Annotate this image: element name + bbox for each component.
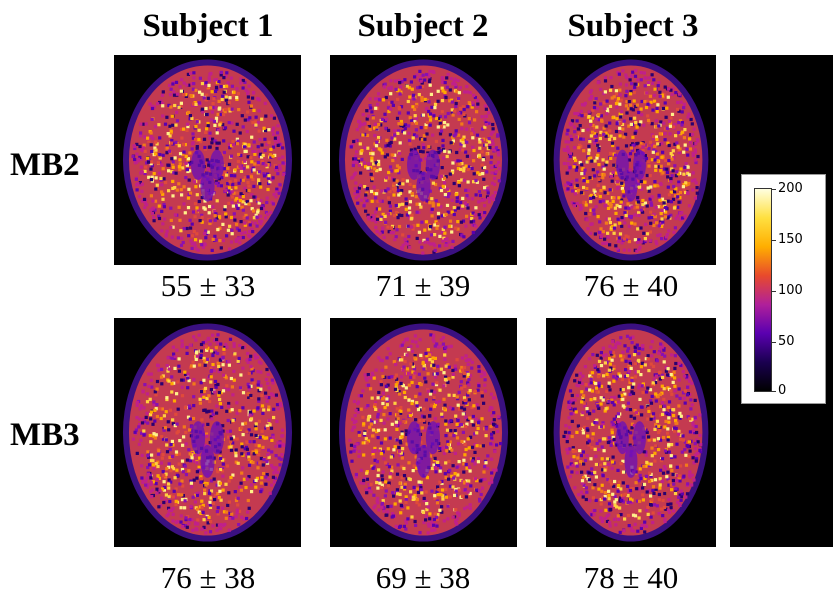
colorbar-tick-50: 50 (778, 334, 795, 349)
colorbar-tick-100: 100 (778, 283, 803, 298)
colorbar-tick-200: 200 (778, 181, 803, 196)
brain-image-mb2-subject-3 (546, 55, 716, 265)
brain-image-mb3-subject-2 (330, 318, 517, 547)
column-header-subject-1: Subject 1 (142, 8, 274, 44)
colorbar-tickmark (772, 189, 776, 190)
colorbar-tickmark (772, 240, 776, 241)
colorbar-gradient (754, 188, 772, 392)
column-header-subject-2: Subject 2 (357, 8, 489, 44)
stat-mb2-subject-1: 55 ± 33 (160, 268, 256, 303)
colorbar-tickmark (772, 391, 776, 392)
colorbar-tick-0: 0 (778, 383, 787, 398)
stat-mb3-subject-2: 69 ± 38 (375, 560, 471, 595)
stat-mb3-subject-3: 78 ± 40 (583, 560, 679, 595)
colorbar-tick-150: 150 (778, 232, 803, 247)
brain-image-mb3-subject-3 (546, 318, 716, 547)
brain-image-mb3-subject-1 (114, 318, 301, 547)
colorbar-tickmark (772, 342, 776, 343)
stat-mb2-subject-2: 71 ± 39 (375, 268, 471, 303)
brain-image-mb2-subject-1 (114, 55, 301, 265)
colorbar-legend: 200 150 100 50 0 (741, 174, 826, 404)
colorbar-tickmark (772, 291, 776, 292)
brain-image-mb2-subject-2 (330, 55, 517, 265)
stat-mb3-subject-1: 76 ± 38 (160, 560, 256, 595)
column-header-subject-3: Subject 3 (567, 8, 699, 44)
stat-mb2-subject-3: 76 ± 40 (583, 268, 679, 303)
row-header-mb3: MB3 (10, 417, 80, 453)
row-header-mb2: MB2 (10, 147, 80, 183)
